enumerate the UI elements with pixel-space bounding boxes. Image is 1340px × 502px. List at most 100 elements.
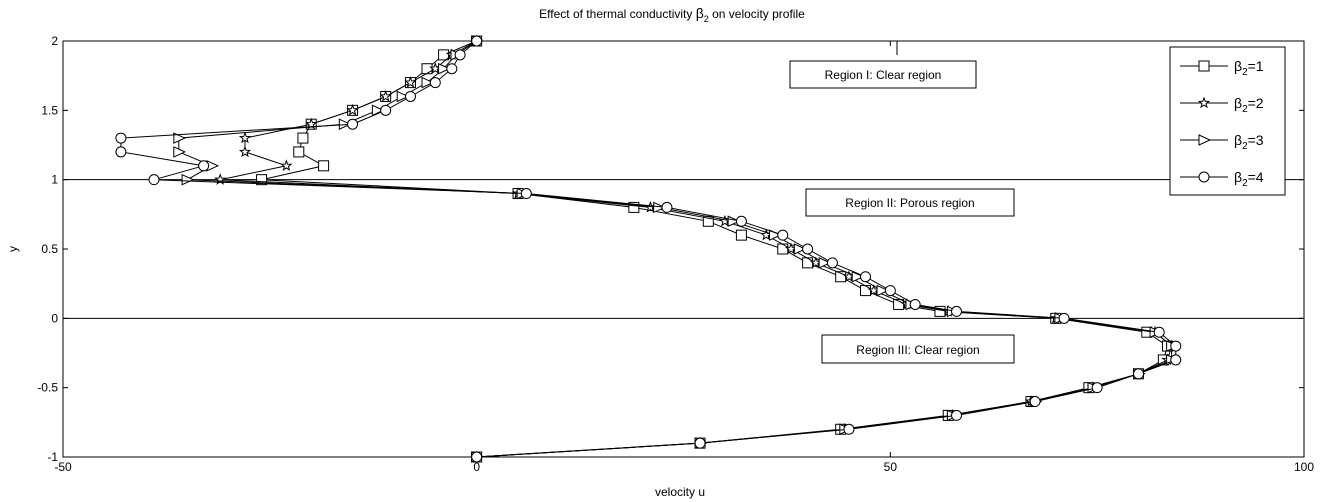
legend-box: [1169, 46, 1286, 196]
series-3-point: [371, 104, 385, 117]
series-4-point: [520, 188, 532, 200]
series-1-point: [802, 257, 814, 269]
series-4-point: [826, 257, 838, 269]
annotation-region-3-box: [821, 334, 1015, 364]
series-4-point: [454, 49, 466, 61]
legend-item-2: β2=2: [1180, 95, 1264, 115]
annotation-region-2-text: Region II: Porous region: [845, 196, 974, 210]
series-3-point: [438, 62, 451, 75]
data-series: [115, 34, 1182, 463]
series-3-point: [173, 132, 187, 144]
series-4-point: [884, 285, 896, 297]
series-3-point: [653, 201, 666, 214]
series-3-point: [793, 243, 807, 255]
series-4-point: [380, 104, 392, 116]
legend-label-symbol: β: [1234, 132, 1242, 148]
series-2-point: [280, 159, 293, 172]
x-tick-label: 100: [1294, 460, 1314, 474]
legend-label-symbol: β: [1234, 169, 1242, 185]
series-2-point: [346, 103, 359, 116]
series-4-point: [115, 132, 127, 144]
series-4-point: [735, 215, 747, 227]
legend-label-subscript: 2: [1242, 104, 1248, 115]
y-tick-label: 2: [51, 34, 58, 48]
series-4-point: [471, 451, 483, 463]
legend-marker-4: [1198, 171, 1210, 183]
y-tick-label: 1: [51, 173, 58, 187]
x-tick-label: 0: [473, 460, 480, 474]
y-tick-label: -1: [47, 450, 58, 464]
series-4-point: [951, 409, 963, 421]
annotation-region-2-box: [805, 188, 1015, 217]
series-4-point: [1029, 396, 1041, 408]
legend-marker-3: [1198, 134, 1212, 146]
x-tick-label: 50: [884, 460, 898, 474]
annotation-region-3: Region III: Clear region: [821, 334, 1015, 364]
legend-label-value: =1: [1248, 58, 1264, 74]
series-1-point: [421, 63, 433, 75]
series-2-point: [404, 76, 417, 88]
series-1-point: [318, 160, 330, 172]
series-4-point: [1058, 312, 1070, 324]
series-4-point: [694, 437, 706, 449]
legend-marker-2: [1197, 96, 1211, 109]
series-4-point: [115, 146, 127, 158]
legend-label-symbol: β: [1234, 58, 1242, 74]
chart-title-symbol: β: [696, 5, 704, 21]
series-1-point: [860, 285, 872, 297]
x-axis-label: velocity u: [655, 485, 705, 499]
chart-title-suffix: on velocity profile: [709, 7, 805, 21]
series-1-point: [256, 174, 268, 186]
series-4-point: [909, 298, 921, 310]
series-4-point: [802, 243, 814, 255]
series-4-point: [1091, 382, 1103, 394]
series-4-point: [860, 271, 872, 283]
series-4-point: [198, 160, 210, 172]
series-4-point: [1170, 340, 1182, 352]
series-4-point: [1153, 326, 1165, 338]
annotation-region-1-text: Region I: Clear region: [825, 68, 942, 82]
series-1-point: [777, 243, 789, 255]
series-4-point: [347, 118, 359, 130]
annotation-region-1: Region I: Clear region: [789, 41, 977, 89]
series-4-point: [429, 77, 441, 89]
chart-title-subscript: 2: [704, 14, 709, 24]
series-4-point: [404, 90, 416, 102]
series-4-point: [446, 63, 458, 75]
series-4-point: [843, 423, 855, 435]
y-tick-label: 0.5: [41, 242, 58, 256]
annotation-region-3-text: Region III: Clear region: [856, 343, 979, 357]
chart-title: Effect of thermal conductivity β2 on vel…: [539, 5, 805, 24]
series-4-point: [1133, 368, 1145, 380]
series-4-point: [777, 229, 789, 241]
legend-label-2: β2=2: [1234, 95, 1264, 115]
chart-title-prefix: Effect of thermal conductivity: [539, 7, 696, 21]
x-tick-label: -50: [54, 460, 72, 474]
legend-items: β2=1β2=2β2=3β2=4: [1180, 58, 1264, 189]
annotation-region-2: Region II: Porous region: [805, 188, 1015, 217]
legend: β2=1β2=2β2=3β2=4: [1169, 46, 1286, 196]
legend-label-4: β2=4: [1234, 169, 1264, 189]
legend-label-subscript: 2: [1242, 141, 1248, 152]
series-4-line: [120, 40, 1177, 458]
series-3-point: [876, 284, 890, 297]
legend-item-4: β2=4: [1180, 169, 1264, 189]
series-1-point: [293, 146, 305, 158]
legend-marker-1: [1198, 60, 1210, 72]
series-4-point: [661, 201, 673, 213]
series-4: [115, 35, 1182, 463]
series-4-point: [148, 174, 160, 186]
series-1-point: [628, 201, 640, 213]
series-3-point: [851, 270, 865, 283]
series-2-point: [238, 145, 252, 158]
series-2-point: [238, 131, 252, 144]
legend-label-value: =4: [1248, 169, 1264, 185]
legend-label-symbol: β: [1234, 95, 1242, 111]
series-3-point: [727, 215, 741, 228]
series-3-point: [173, 146, 187, 158]
legend-label-1: β2=1: [1234, 58, 1264, 78]
series-3-point: [181, 173, 195, 186]
series-4-point: [1170, 354, 1182, 366]
series-2-point: [379, 90, 392, 102]
